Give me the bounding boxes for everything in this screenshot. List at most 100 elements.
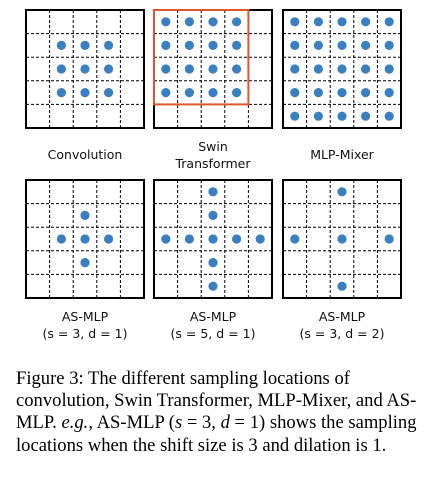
sampling-location-dot — [208, 64, 218, 74]
panel-3-label-line-1: MLP-Mixer — [310, 147, 374, 162]
sampling-location-dot — [337, 234, 347, 244]
sampling-location-dot — [56, 88, 66, 98]
panel-5-label-line-1: AS-MLP — [189, 309, 237, 324]
figure-caption: Figure 3: The different sampling locatio… — [16, 368, 426, 457]
sampling-location-dot — [80, 234, 90, 244]
sampling-location-dot — [313, 40, 323, 51]
sampling-location-dot — [337, 40, 347, 51]
panel-4-label-line-1: AS-MLP — [61, 309, 109, 324]
sampling-location-dot — [184, 40, 194, 51]
sampling-location-dot — [184, 88, 194, 98]
panel-5-grid — [153, 179, 273, 299]
panel-2-grid — [153, 9, 273, 129]
sampling-location-dot — [232, 40, 242, 51]
sampling-location-dot — [361, 64, 371, 74]
sampling-location-dot — [104, 40, 114, 51]
sampling-location-dot — [104, 64, 114, 74]
sampling-location-dot — [337, 281, 347, 291]
sampling-location-dot — [337, 187, 347, 197]
grid-border — [25, 179, 145, 299]
grid-border — [282, 179, 402, 299]
sampling-location-dot — [56, 64, 66, 74]
sampling-location-dot — [290, 17, 300, 27]
panel-1-label-line-1: Convolution — [47, 147, 123, 162]
sampling-location-dot — [290, 40, 300, 51]
sampling-locations-figure — [25, 9, 402, 299]
sampling-location-dot — [361, 40, 371, 51]
sampling-location-dot — [232, 17, 242, 27]
sampling-location-dot — [184, 234, 194, 244]
panel-5-label-line-2: (s = 5, d = 1) — [170, 326, 256, 341]
panel-6-label-line-1: AS-MLP — [318, 309, 366, 324]
sampling-location-dot — [290, 111, 300, 121]
sampling-location-dot — [161, 234, 171, 244]
sampling-location-dot — [337, 64, 347, 74]
sampling-location-dot — [384, 111, 394, 121]
caption-middle: , AS-MLP ( — [88, 412, 175, 434]
caption-eg: e.g. — [61, 412, 89, 434]
sampling-location-dot — [232, 88, 242, 98]
sampling-location-dot — [384, 64, 394, 74]
grid-border — [282, 9, 402, 129]
sampling-location-dot — [80, 258, 90, 268]
sampling-location-dot — [208, 88, 218, 98]
panel-6-grid — [282, 179, 402, 299]
sampling-location-dot — [208, 40, 218, 51]
panel-3-grid — [282, 9, 402, 129]
sampling-location-dot — [161, 64, 171, 74]
sampling-location-dot — [384, 17, 394, 27]
sampling-location-dot — [384, 40, 394, 51]
sampling-location-dot — [361, 111, 371, 121]
grid-border — [25, 9, 145, 129]
panel-4-grid — [25, 179, 145, 299]
sampling-location-dot — [80, 210, 90, 220]
sampling-location-dot — [337, 17, 347, 27]
sampling-location-dot — [337, 88, 347, 98]
sampling-location-dot — [184, 64, 194, 74]
sampling-location-dot — [232, 234, 242, 244]
sampling-location-dot — [208, 281, 218, 291]
attention-window — [153, 9, 250, 106]
panel-4-label-line-2: (s = 3, d = 1) — [42, 326, 128, 341]
sampling-location-dot — [313, 64, 323, 74]
caption-s-value: = 3, — [182, 412, 221, 434]
caption-s-var: s — [174, 412, 183, 434]
sampling-location-dot — [290, 234, 300, 244]
caption-prefix: Figure 3: The different sampling locatio… — [16, 368, 417, 434]
sampling-location-dot — [313, 111, 323, 121]
panel-2-label-line-1: Swin — [198, 139, 228, 154]
sampling-location-dot — [80, 64, 90, 74]
sampling-location-dot — [161, 17, 171, 27]
caption-d-value: = 1) — [229, 412, 266, 434]
panel-2-label-line-2: Transformer — [175, 156, 251, 171]
sampling-location-dot — [290, 64, 300, 74]
sampling-location-dot — [56, 40, 66, 51]
sampling-location-dot — [313, 88, 323, 98]
sampling-location-dot — [208, 17, 218, 27]
sampling-location-dot — [80, 88, 90, 98]
grid-border — [153, 179, 273, 299]
sampling-location-dot — [56, 234, 66, 244]
panel-6-label-line-2: (s = 3, d = 2) — [299, 326, 385, 341]
sampling-location-dot — [232, 64, 242, 74]
sampling-location-dot — [208, 234, 218, 244]
sampling-location-dot — [104, 234, 114, 244]
sampling-location-dot — [384, 234, 394, 244]
sampling-location-dot — [208, 187, 218, 197]
sampling-location-dot — [313, 17, 323, 27]
sampling-location-dot — [161, 88, 171, 98]
sampling-location-dot — [255, 234, 265, 244]
caption-suffix: shows the sampling locations when the sh… — [16, 412, 417, 456]
sampling-location-dot — [337, 111, 347, 121]
sampling-location-dot — [161, 40, 171, 51]
sampling-location-dot — [80, 40, 90, 51]
panel-1-grid — [25, 9, 145, 129]
sampling-location-dot — [361, 17, 371, 27]
caption-d-var: d — [220, 412, 230, 434]
sampling-location-dot — [361, 88, 371, 98]
sampling-location-dot — [208, 258, 218, 268]
sampling-location-dot — [104, 88, 114, 98]
sampling-location-dot — [184, 17, 194, 27]
sampling-location-dot — [208, 210, 218, 220]
sampling-location-dot — [290, 88, 300, 98]
